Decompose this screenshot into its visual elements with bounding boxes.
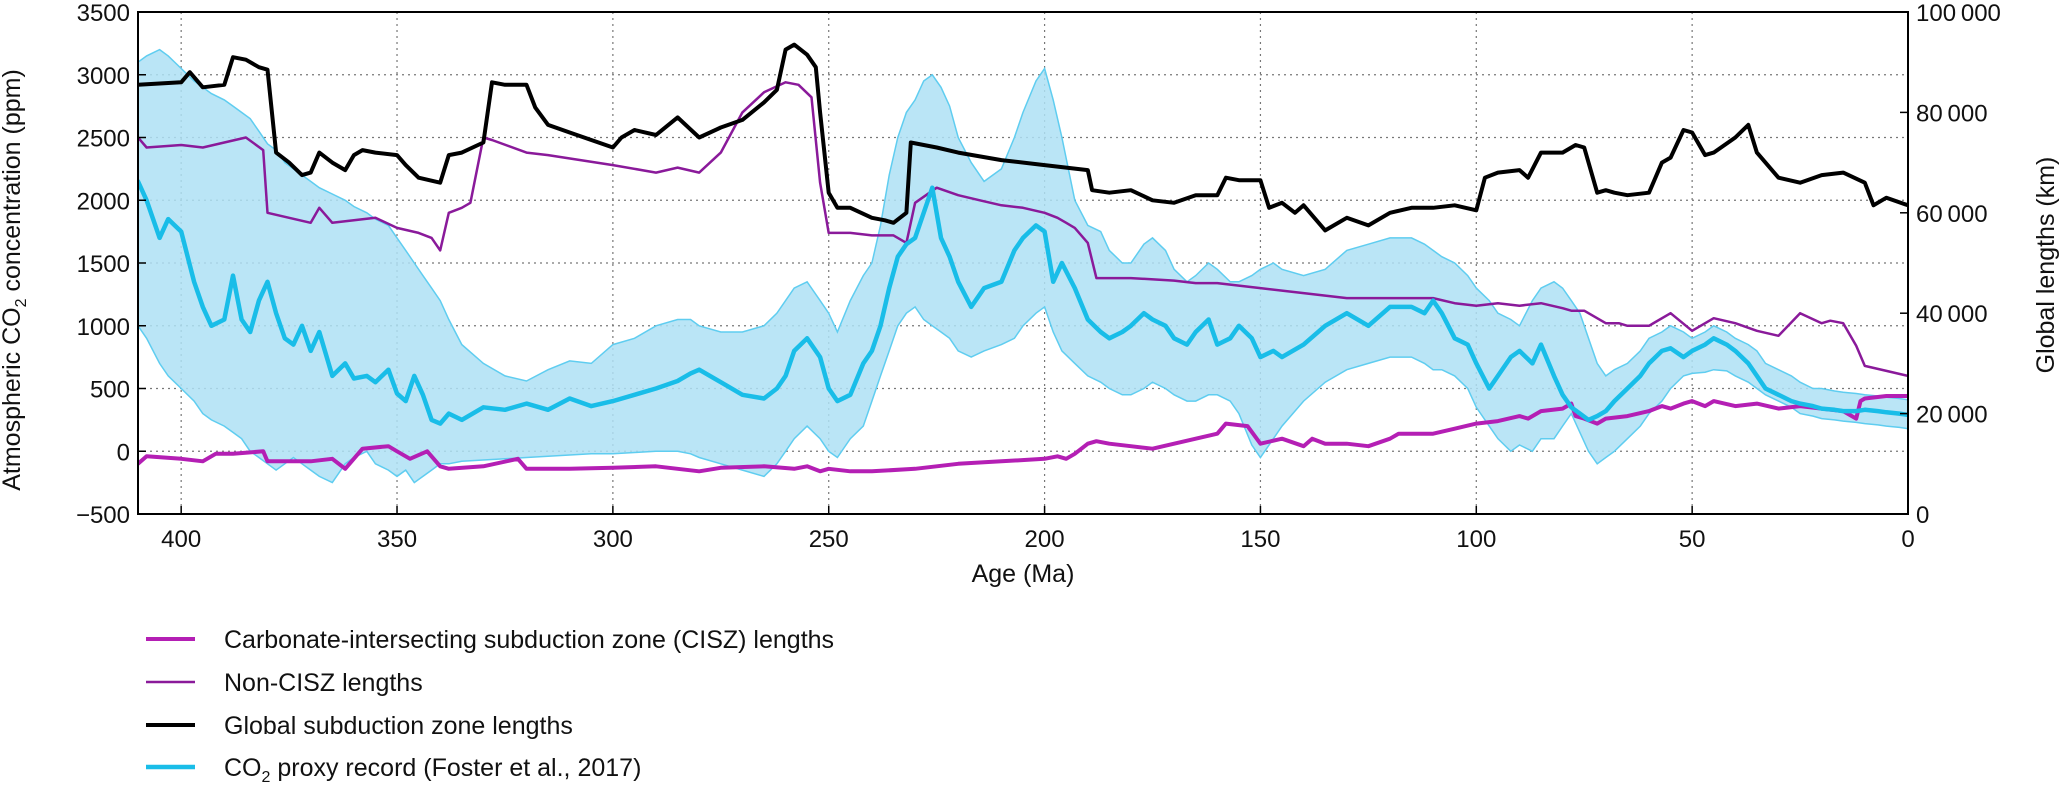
series-line-co2 [138,179,1908,426]
x-tick-label: 300 [593,526,633,553]
x-tick-label: 50 [1679,526,1706,553]
x-tick-label: 250 [809,526,849,553]
y-right-tick-label: 0 [1916,502,1929,529]
y-right-axis-title: Global lengths (km) [2032,157,2060,374]
legend-item-cisz: Carbonate-intersecting subduction zone (… [146,626,834,654]
y-left-tick-label: 3500 [77,0,130,27]
legend-label-co2: CO2 proxy record (Foster et al., 2017) [224,754,641,786]
legend-label-cisz: Carbonate-intersecting subduction zone (… [224,626,834,654]
y-left-tick-label: 1000 [77,314,130,341]
legend-label-noncisz: Non-CISZ lengths [224,669,423,697]
series-line-noncisz [138,81,1908,378]
y-right-tick-label: 80 000 [1916,100,1988,127]
y-left-tick-label: 500 [90,377,130,404]
x-tick-label: 350 [377,526,417,553]
legend-item-global: Global subduction zone lengths [146,712,573,740]
series-lines [138,42,1908,474]
legend: Carbonate-intersecting subduction zone (… [146,626,834,786]
y-left-tick-label: −500 [76,502,130,529]
y-right-axis-ticks: 0 20 000 40 000 60 000 80 000 100 000 [1900,0,2001,529]
y-left-tick-label: 2000 [77,188,130,215]
legend-item-noncisz: Non-CISZ lengths [146,669,423,697]
y-right-tick-label: 100 000 [1916,0,2001,27]
y-right-tick-label: 20 000 [1916,402,1988,429]
co2-band-area [138,48,1908,484]
legend-label-global: Global subduction zone lengths [224,712,573,740]
x-axis-title: Age (Ma) [972,560,1075,588]
x-tick-label: 200 [1025,526,1065,553]
y-right-tick-label: 60 000 [1916,201,1988,228]
x-axis-ticks: 400 350 300 250 200 150 100 50 0 [161,506,1915,553]
series-line-cisz [138,394,1908,474]
legend-item-co2: CO2 proxy record (Foster et al., 2017) [146,754,641,786]
y-left-tick-label: 1500 [77,251,130,278]
y-right-tick-label: 40 000 [1916,301,1988,328]
x-tick-label: 0 [1901,526,1914,553]
series-line-global [138,42,1908,233]
co2-uncertainty-band [138,48,1908,484]
x-tick-label: 150 [1240,526,1280,553]
x-tick-label: 100 [1456,526,1496,553]
y-left-tick-label: 3000 [77,63,130,90]
y-left-tick-label: 0 [117,439,130,466]
y-left-tick-label: 2500 [77,126,130,153]
y-left-axis-ticks: −500 0 500 1000 1500 2000 2500 3000 3500 [76,0,146,529]
y-left-axis-title: Atmospheric CO2 concentration (ppm) [0,69,30,491]
x-tick-label: 400 [161,526,201,553]
